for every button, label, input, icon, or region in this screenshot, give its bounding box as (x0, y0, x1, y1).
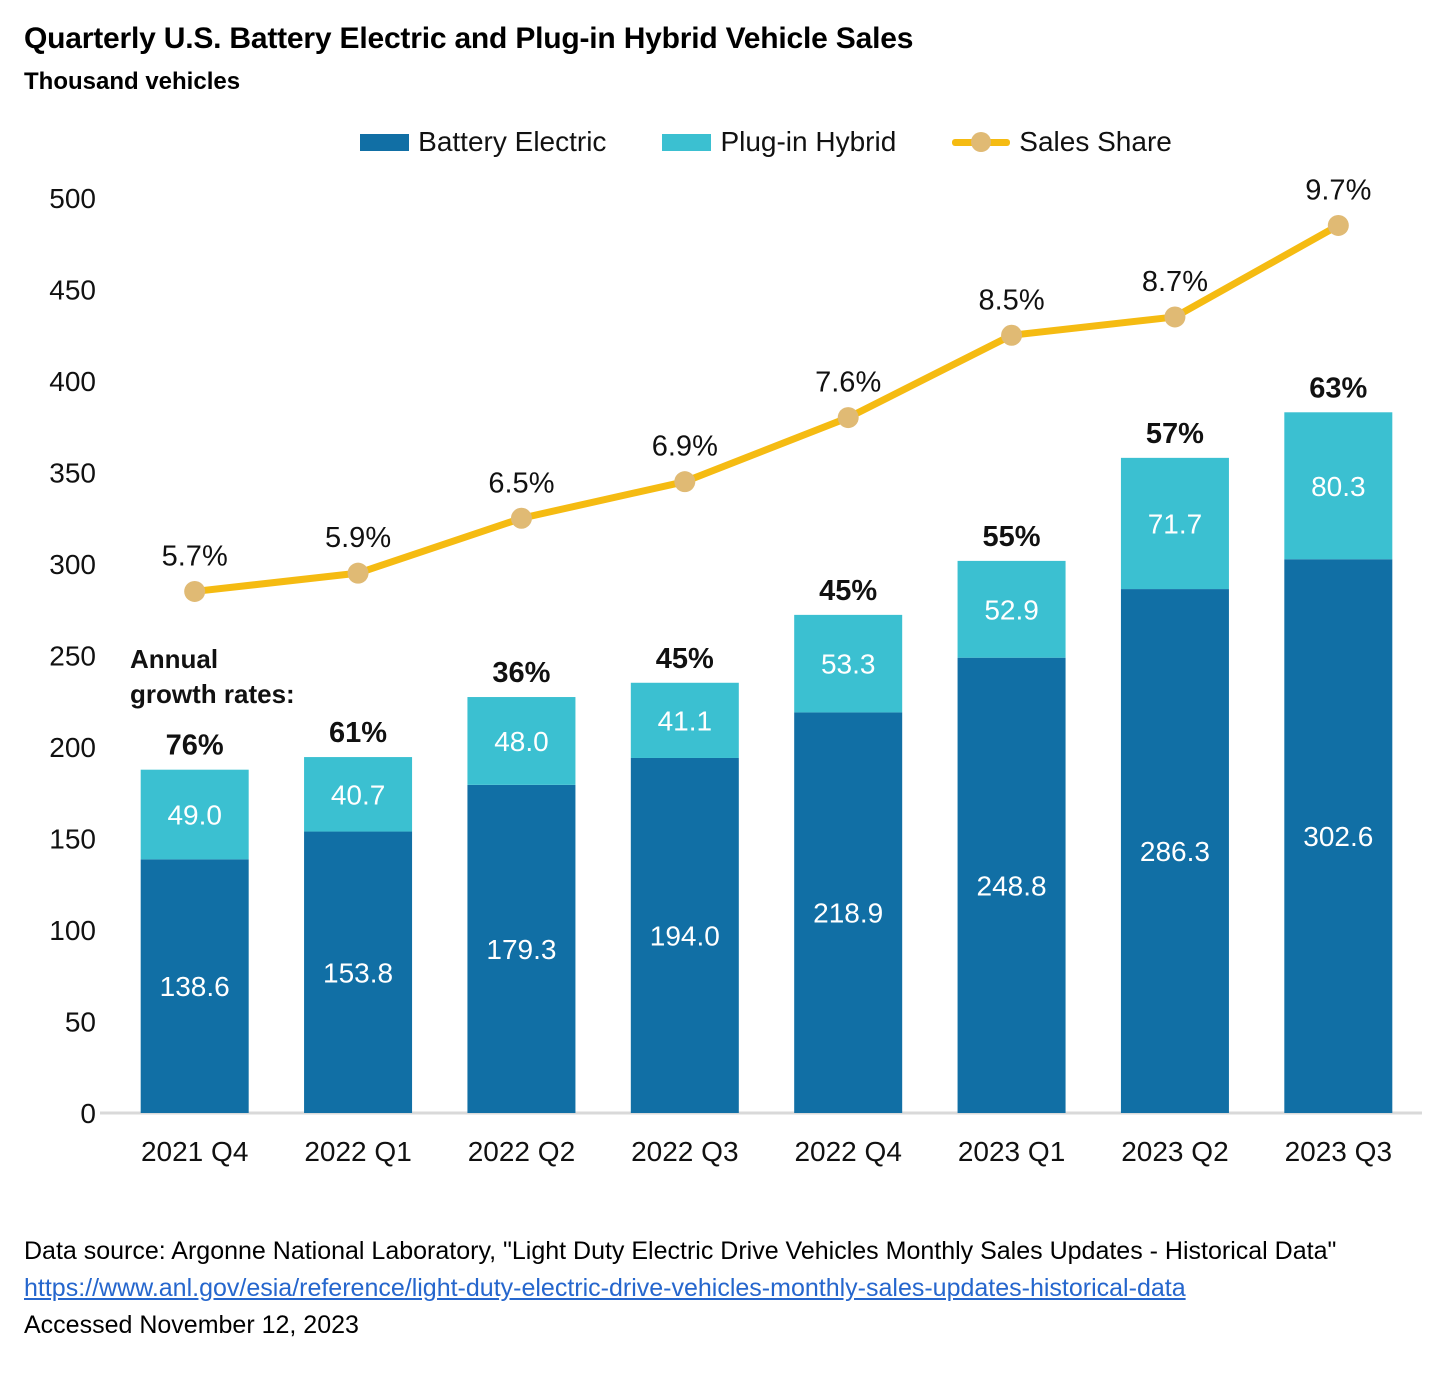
page-title: Quarterly U.S. Battery Electric and Plug… (24, 22, 914, 55)
battery-electric-value-label: 248.8 (977, 870, 1047, 901)
annual-growth-label: 57% (1146, 418, 1204, 450)
legend-label-plugin-hybrid: Plug-in Hybrid (720, 126, 897, 157)
battery-electric-swatch-icon (360, 133, 410, 151)
annual-growth-label: 76% (166, 730, 224, 762)
data-source-link[interactable]: https://www.anl.gov/esia/reference/light… (24, 1274, 1186, 1302)
y-tick-label: 0 (80, 1098, 96, 1129)
sales-share-point (837, 407, 859, 429)
bar-segment-battery-electric (630, 757, 739, 1113)
x-tick-label: 2021 Q4 (141, 1136, 248, 1167)
bar-segment-battery-electric (794, 712, 903, 1113)
y-tick-label: 500 (49, 183, 96, 214)
x-tick-label: 2023 Q3 (1285, 1136, 1392, 1167)
annual-growth-label: 45% (656, 643, 714, 675)
plugin-hybrid-value-label: 40.7 (331, 779, 386, 810)
y-tick-label: 50 (65, 1007, 96, 1038)
bar-segment-plugin-hybrid (630, 682, 739, 758)
sales-share-point (1001, 324, 1023, 346)
y-tick-label: 350 (49, 458, 96, 489)
sales-share-point (1164, 306, 1186, 328)
battery-electric-value-label: 138.6 (160, 971, 230, 1002)
bar-segment-plugin-hybrid (467, 697, 576, 785)
sales-share-point (184, 580, 206, 602)
battery-electric-value-label: 153.8 (323, 957, 393, 988)
sales-share-label: 5.9% (325, 522, 391, 554)
bar-segment-battery-electric (957, 657, 1066, 1113)
x-tick-label: 2023 Q2 (1121, 1136, 1228, 1167)
annual-growth-note-line2: growth rates: (130, 679, 295, 709)
bar-segment-battery-electric (304, 831, 413, 1113)
bar-segment-plugin-hybrid (1120, 457, 1229, 590)
legend-label-sales-share: Sales Share (1019, 126, 1172, 157)
footer: Data source: Argonne National Laboratory… (24, 1233, 1336, 1344)
annual-growth-label: 36% (492, 657, 550, 689)
sales-share-label: 8.7% (1142, 266, 1208, 298)
sales-share-point (674, 471, 696, 493)
bar-segment-battery-electric (1284, 559, 1393, 1113)
sales-share-label: 6.9% (652, 431, 718, 463)
annual-growth-label: 61% (329, 717, 387, 749)
plugin-hybrid-value-label: 49.0 (167, 800, 222, 831)
legend-item-sales-share: Sales Share (952, 126, 1172, 158)
annual-growth-label: 45% (819, 575, 877, 607)
sales-share-point (347, 562, 369, 584)
x-tick-label: 2022 Q1 (304, 1136, 411, 1167)
y-tick-label: 150 (49, 824, 96, 855)
annual-growth-label: 63% (1309, 372, 1367, 404)
bar-segment-battery-electric (467, 784, 576, 1113)
battery-electric-value-label: 194.0 (650, 920, 720, 951)
sales-share-marker-dot (971, 132, 992, 152)
plugin-hybrid-value-label: 52.9 (984, 594, 1039, 625)
y-tick-label: 100 (49, 915, 96, 946)
sales-share-label: 9.7% (1305, 174, 1371, 206)
legend-label-battery-electric: Battery Electric (418, 126, 607, 157)
x-tick-label: 2023 Q1 (958, 1136, 1065, 1167)
bar-segment-battery-electric (140, 859, 249, 1113)
bar-segment-battery-electric (1120, 589, 1229, 1113)
battery-electric-value-label: 179.3 (486, 934, 556, 965)
sales-share-line-marker-icon (952, 132, 1011, 152)
sales-share-point (1327, 214, 1349, 236)
sales-share-point (510, 507, 532, 529)
legend: Battery Electric Plug-in Hybrid Sales Sh… (110, 126, 1422, 158)
plugin-hybrid-swatch-icon (662, 133, 712, 151)
y-tick-label: 300 (49, 549, 96, 580)
sales-share-label: 5.7% (162, 540, 228, 572)
plugin-hybrid-value-label: 53.3 (821, 649, 876, 680)
annual-growth-note: Annual growth rates: (130, 642, 295, 712)
y-tick-label: 450 (49, 275, 96, 306)
battery-electric-value-label: 302.6 (1303, 821, 1373, 852)
battery-electric-value-label: 218.9 (813, 898, 883, 929)
plugin-hybrid-value-label: 48.0 (494, 726, 549, 757)
legend-item-battery-electric: Battery Electric (360, 126, 606, 158)
plugin-hybrid-value-label: 41.1 (658, 705, 713, 736)
sales-share-label: 8.5% (979, 284, 1045, 316)
sales-share-label: 7.6% (815, 367, 881, 399)
bar-segment-plugin-hybrid (794, 614, 903, 713)
battery-electric-value-label: 286.3 (1140, 836, 1210, 867)
sales-share-line (191, 221, 1342, 595)
x-tick-label: 2022 Q3 (631, 1136, 738, 1167)
y-tick-label: 400 (49, 366, 96, 397)
y-tick-label: 250 (49, 641, 96, 672)
sales-share-label: 6.5% (488, 467, 554, 499)
bar-segment-plugin-hybrid (304, 757, 413, 832)
annual-growth-label: 55% (983, 521, 1041, 553)
data-source-link-row: https://www.anl.gov/esia/reference/light… (24, 1270, 1336, 1307)
data-source-text: Data source: Argonne National Laboratory… (24, 1237, 1337, 1265)
plugin-hybrid-value-label: 71.7 (1148, 508, 1203, 539)
x-tick-label: 2022 Q4 (794, 1136, 901, 1167)
plugin-hybrid-value-label: 80.3 (1311, 471, 1366, 502)
legend-item-plugin-hybrid: Plug-in Hybrid (662, 126, 896, 158)
bar-segment-plugin-hybrid (957, 560, 1066, 658)
x-tick-label: 2022 Q2 (468, 1136, 575, 1167)
page-subtitle: Thousand vehicles (24, 68, 241, 95)
bar-segment-plugin-hybrid (140, 769, 249, 860)
accessed-date-text: Accessed November 12, 2023 (24, 1311, 359, 1339)
y-tick-label: 200 (49, 732, 96, 763)
stacked-bar-line-chart: 0 50 100 150 200 250 300 350 400 450 500 138.6 49.0 7… (49, 174, 1422, 1167)
bar-segment-plugin-hybrid (1284, 412, 1393, 560)
annual-growth-note-line1: Annual (130, 644, 219, 674)
